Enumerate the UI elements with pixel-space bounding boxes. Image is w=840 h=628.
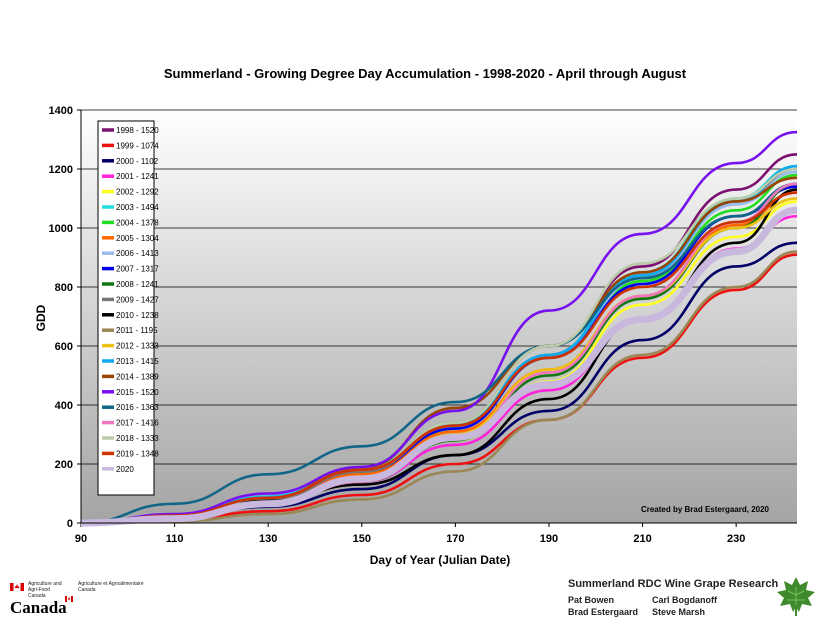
legend-entry: 2004 - 1378 <box>116 218 159 227</box>
agency-name-fr: Agriculture et Agroalimentaire Canada <box>78 581 144 593</box>
legend-entry: 2007 - 1317 <box>116 265 159 274</box>
legend-entry: 2016 - 1363 <box>116 403 159 412</box>
legend-entry: 2015 - 1520 <box>116 388 159 397</box>
research-title: Summerland RDC Wine Grape Research <box>568 578 779 590</box>
legend-entry: 2010 - 1238 <box>116 311 159 320</box>
legend-entry: 2019 - 1348 <box>116 449 159 458</box>
legend-entry: 2009 - 1427 <box>116 295 159 304</box>
y-tick-label: 1400 <box>49 105 73 117</box>
y-tick-label: 200 <box>55 459 73 471</box>
legend-entry: 2017 - 1416 <box>116 419 159 428</box>
x-tick-label: 210 <box>633 533 651 545</box>
y-tick-label: 800 <box>55 282 73 294</box>
gridlines <box>81 109 797 465</box>
legend: 1998 - 1520 1999 - 1074 2000 - 1102 2001 - … <box>97 120 159 496</box>
x-tick-label: 150 <box>353 533 371 545</box>
legend-entry: 2003 - 1494 <box>116 203 159 212</box>
plot-area <box>81 110 797 523</box>
legend-entry: 2012 - 1333 <box>116 342 159 351</box>
x-axis-label: Day of Year (Julian Date) <box>370 553 511 567</box>
series-line <box>80 191 798 525</box>
grape-leaf-icon <box>777 577 815 616</box>
y-axis-ticks: 0 200 400 600 800 1000 1200 1400 <box>49 105 81 530</box>
credit-name: Pat Bowen <box>568 595 615 605</box>
x-tick-label: 90 <box>75 533 87 545</box>
gdd-line-chart: Summerland - Growing Degree Day Accumula… <box>34 66 798 567</box>
x-tick-label: 190 <box>540 533 558 545</box>
legend-entry: 2011 - 1195 <box>116 326 158 335</box>
wordmark-flag-icon <box>65 596 73 602</box>
legend-entry: 2000 - 1102 <box>116 157 159 166</box>
agency-name-en: Agriculture and Agri-Food Canada <box>28 581 62 599</box>
x-tick-label: 130 <box>259 533 277 545</box>
series-line <box>80 206 798 527</box>
y-tick-label: 600 <box>55 341 73 353</box>
x-tick-label: 170 <box>446 533 464 545</box>
series-line <box>80 250 798 525</box>
series-line <box>80 253 798 525</box>
legend-entry: 2018 - 1333 <box>116 434 159 443</box>
canada-wordmark: Canada <box>10 598 67 617</box>
legend-entry: 2001 - 1241 <box>116 172 159 181</box>
series-line <box>80 182 798 525</box>
canada-flag-icon <box>10 583 24 591</box>
legend-entry: 2014 - 1389 <box>116 372 159 381</box>
chart-credit: Created by Brad Estergaard, 2020 <box>641 505 770 514</box>
legend-entry: 2002 - 1292 <box>116 188 159 197</box>
legend-entry: 2020 <box>116 465 134 474</box>
chart-title: Summerland - Growing Degree Day Accumula… <box>164 66 687 81</box>
y-tick-label: 0 <box>67 518 73 530</box>
x-axis-ticks: 90 110 130 150 170 190 210 230 <box>75 523 745 545</box>
legend-entry: 2008 - 1241 <box>116 280 159 289</box>
series-line <box>80 130 798 525</box>
credit-name: Steve Marsh <box>652 607 706 617</box>
x-tick-label: 110 <box>166 533 184 545</box>
credit-name: Brad Estergaard <box>568 607 639 617</box>
government-signature: Agriculture and Agri-Food Canada Agricul… <box>10 580 210 624</box>
research-credit-block: Summerland RDC Wine Grape Research Pat B… <box>568 577 833 624</box>
x-tick-label: 230 <box>727 533 745 545</box>
legend-entry: 1999 - 1074 <box>116 141 159 150</box>
legend-entry: 2013 - 1415 <box>116 357 159 366</box>
series-lines <box>80 130 798 527</box>
y-tick-label: 400 <box>55 400 73 412</box>
credit-name: Carl Bogdanoff <box>652 595 717 605</box>
legend-entry: 1998 - 1520 <box>116 126 159 135</box>
legend-entry: 2005 - 1304 <box>116 234 159 243</box>
y-tick-label: 1200 <box>49 164 73 176</box>
legend-box <box>97 120 155 496</box>
legend-entry: 2006 - 1413 <box>116 249 159 258</box>
y-tick-label: 1000 <box>49 223 73 235</box>
y-axis-label: GDD <box>34 304 48 331</box>
